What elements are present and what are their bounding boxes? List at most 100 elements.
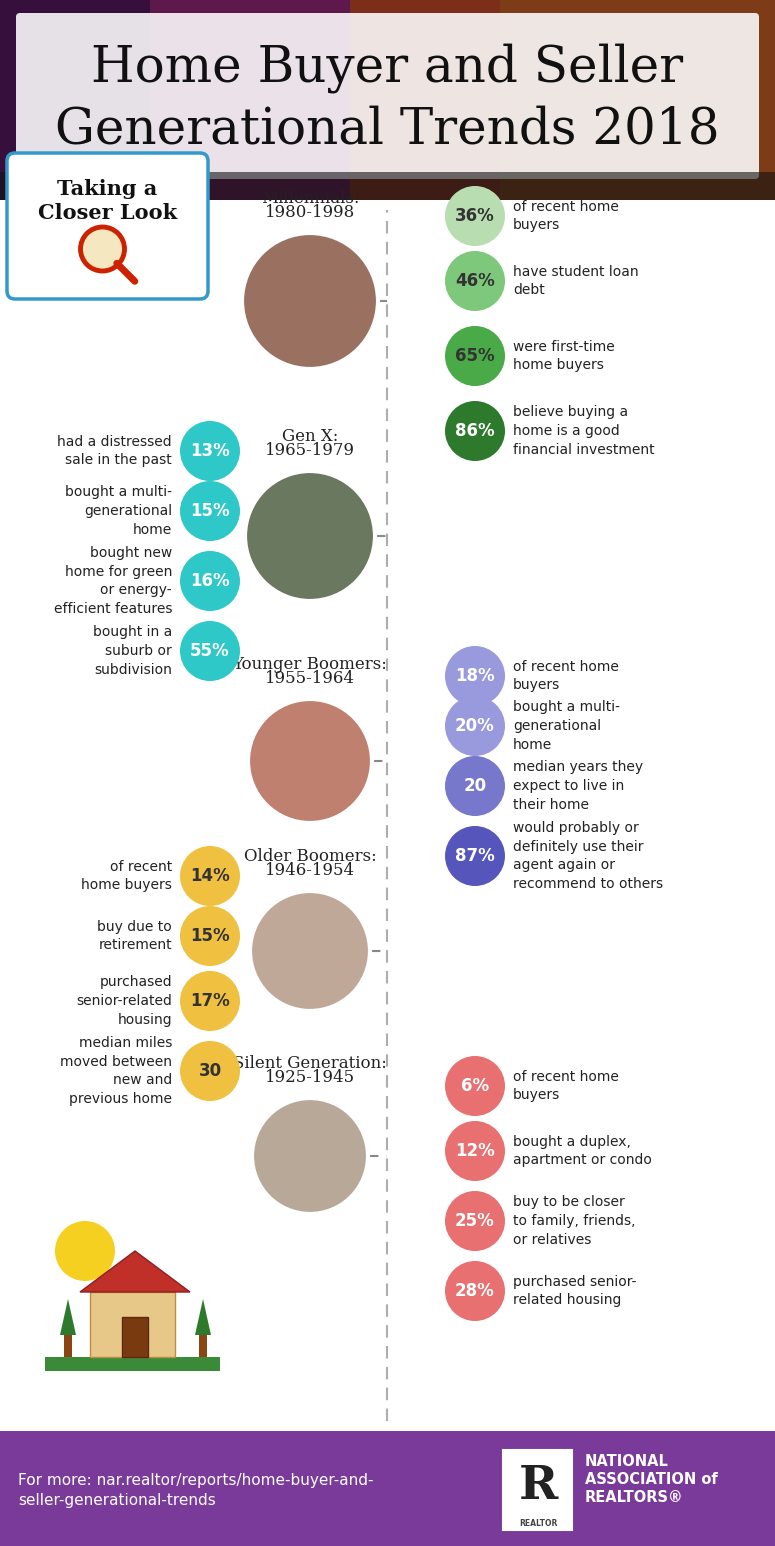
Circle shape <box>248 699 372 822</box>
Text: 15%: 15% <box>190 928 230 945</box>
Text: were first-time
home buyers: were first-time home buyers <box>513 340 615 373</box>
Text: 25%: 25% <box>455 1212 495 1231</box>
Text: 14%: 14% <box>190 867 230 884</box>
Circle shape <box>445 1190 505 1251</box>
Text: REALTORS®: REALTORS® <box>585 1490 684 1504</box>
Text: of recent home
buyers: of recent home buyers <box>513 1070 619 1102</box>
FancyBboxPatch shape <box>90 1292 175 1357</box>
Circle shape <box>180 906 240 966</box>
Circle shape <box>81 227 125 271</box>
Circle shape <box>445 250 505 311</box>
Text: Silent Generation:: Silent Generation: <box>233 1054 387 1071</box>
Circle shape <box>180 550 240 611</box>
Text: of recent home
buyers: of recent home buyers <box>513 660 619 693</box>
Text: 6%: 6% <box>461 1078 489 1095</box>
Circle shape <box>445 186 505 246</box>
FancyBboxPatch shape <box>0 0 775 199</box>
Text: Taking a: Taking a <box>57 179 157 199</box>
Text: Older Boomers:: Older Boomers: <box>243 849 377 866</box>
Circle shape <box>445 400 505 461</box>
FancyBboxPatch shape <box>350 0 500 199</box>
Text: 28%: 28% <box>455 1282 495 1300</box>
Circle shape <box>180 1040 240 1101</box>
Text: 1965-1979: 1965-1979 <box>265 442 355 459</box>
Circle shape <box>445 696 505 756</box>
Text: Younger Boomers:: Younger Boomers: <box>232 656 388 673</box>
Text: seller-generational-trends: seller-generational-trends <box>18 1493 215 1507</box>
Text: 55%: 55% <box>190 642 230 660</box>
Text: median years they
expect to live in
their home: median years they expect to live in thei… <box>513 761 643 812</box>
Text: 46%: 46% <box>455 272 495 291</box>
Text: purchased
senior-related
housing: purchased senior-related housing <box>76 976 172 1027</box>
Circle shape <box>252 1098 368 1214</box>
Circle shape <box>180 846 240 906</box>
Text: 20%: 20% <box>455 717 495 734</box>
Polygon shape <box>60 1299 76 1336</box>
Text: Generational Trends 2018: Generational Trends 2018 <box>55 105 719 155</box>
Text: bought a duplex,
apartment or condo: bought a duplex, apartment or condo <box>513 1135 652 1167</box>
Text: For more: nar.realtor/reports/home-buyer-and-: For more: nar.realtor/reports/home-buyer… <box>18 1473 374 1487</box>
Text: would probably or
definitely use their
agent again or
recommend to others: would probably or definitely use their a… <box>513 821 663 892</box>
Circle shape <box>445 1121 505 1181</box>
FancyBboxPatch shape <box>64 1336 72 1357</box>
Text: 65%: 65% <box>455 346 494 365</box>
Text: R: R <box>518 1463 558 1509</box>
Text: 30: 30 <box>198 1062 222 1081</box>
Text: 1955-1964: 1955-1964 <box>265 669 355 686</box>
Text: 36%: 36% <box>455 207 495 226</box>
Text: believe buying a
home is a good
financial investment: believe buying a home is a good financia… <box>513 405 655 458</box>
Text: REALTOR: REALTOR <box>518 1520 557 1529</box>
Circle shape <box>445 826 505 886</box>
FancyBboxPatch shape <box>0 172 775 199</box>
FancyBboxPatch shape <box>150 0 350 199</box>
Text: have student loan
debt: have student loan debt <box>513 264 639 297</box>
Circle shape <box>180 971 240 1031</box>
FancyBboxPatch shape <box>500 0 775 199</box>
FancyBboxPatch shape <box>503 1450 572 1531</box>
Polygon shape <box>195 1299 211 1336</box>
Circle shape <box>242 233 378 369</box>
Text: bought new
home for green
or energy-
efficient features: bought new home for green or energy- eff… <box>53 546 172 617</box>
Circle shape <box>55 1221 115 1282</box>
FancyBboxPatch shape <box>45 1357 220 1371</box>
FancyBboxPatch shape <box>122 1317 148 1357</box>
Text: Millennials:: Millennials: <box>260 190 360 207</box>
Text: 1946-1954: 1946-1954 <box>265 863 355 880</box>
Text: of recent
home buyers: of recent home buyers <box>81 860 172 892</box>
Circle shape <box>445 1056 505 1116</box>
FancyBboxPatch shape <box>0 0 150 199</box>
Text: 18%: 18% <box>455 666 494 685</box>
Circle shape <box>245 472 375 601</box>
Circle shape <box>445 756 505 816</box>
Text: NATIONAL: NATIONAL <box>585 1453 669 1469</box>
Text: 16%: 16% <box>190 572 230 591</box>
Circle shape <box>180 421 240 481</box>
Text: purchased senior-
related housing: purchased senior- related housing <box>513 1274 636 1308</box>
FancyBboxPatch shape <box>7 153 208 298</box>
Text: 13%: 13% <box>190 442 230 461</box>
Circle shape <box>180 481 240 541</box>
Circle shape <box>445 326 505 386</box>
FancyBboxPatch shape <box>199 1336 207 1357</box>
Text: of recent home
buyers: of recent home buyers <box>513 199 619 232</box>
Text: 20: 20 <box>463 778 487 795</box>
Text: 86%: 86% <box>455 422 494 441</box>
Text: 87%: 87% <box>455 847 495 866</box>
Text: bought in a
suburb or
subdivision: bought in a suburb or subdivision <box>93 625 172 677</box>
Text: Closer Look: Closer Look <box>38 203 177 223</box>
Text: bought a multi-
generational
home: bought a multi- generational home <box>513 700 620 751</box>
Text: ASSOCIATION of: ASSOCIATION of <box>585 1472 718 1487</box>
Text: 15%: 15% <box>190 502 230 519</box>
Text: had a distressed
sale in the past: had a distressed sale in the past <box>57 434 172 467</box>
Circle shape <box>445 646 505 707</box>
Text: 17%: 17% <box>190 993 230 1010</box>
Text: bought a multi-
generational
home: bought a multi- generational home <box>65 485 172 536</box>
Text: Home Buyer and Seller: Home Buyer and Seller <box>91 43 683 93</box>
Text: Gen X:: Gen X: <box>282 428 338 445</box>
FancyBboxPatch shape <box>0 1432 775 1546</box>
Circle shape <box>445 1262 505 1320</box>
Text: median miles
moved between
new and
previous home: median miles moved between new and previ… <box>60 1036 172 1107</box>
Text: 1980-1998: 1980-1998 <box>265 204 355 221</box>
Circle shape <box>250 890 370 1011</box>
Text: buy to be closer
to family, friends,
or relatives: buy to be closer to family, friends, or … <box>513 1195 636 1248</box>
